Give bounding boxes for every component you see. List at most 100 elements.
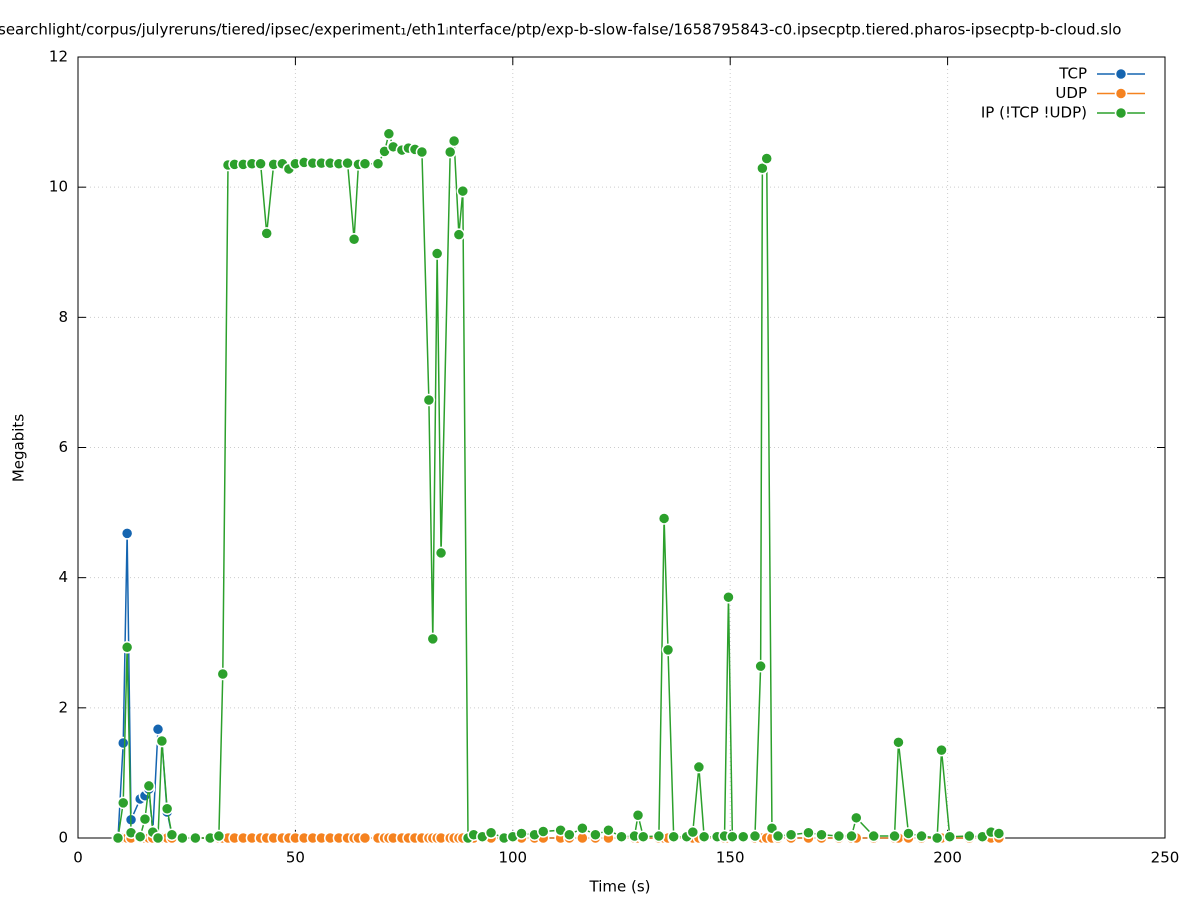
data-point <box>155 734 169 748</box>
x-tick-label: 250 <box>1151 849 1180 867</box>
x-tick-label: 50 <box>286 849 305 867</box>
data-point <box>963 829 976 843</box>
y-tick-label: 6 <box>58 438 68 456</box>
data-point <box>888 829 901 843</box>
data-point <box>382 127 396 141</box>
data-point <box>661 643 675 657</box>
data-point <box>652 829 666 843</box>
y-tick-label: 8 <box>58 308 68 326</box>
data-point <box>452 228 466 241</box>
data-point <box>850 811 863 825</box>
data-point <box>358 831 372 845</box>
data-point <box>536 825 550 838</box>
data-point <box>371 157 385 170</box>
data-point <box>784 828 798 841</box>
data-point <box>176 831 189 845</box>
y-tick-label: 4 <box>58 568 68 586</box>
data-point <box>165 828 179 841</box>
data-point <box>116 736 130 750</box>
data-point <box>430 247 444 260</box>
data-point <box>216 667 230 681</box>
data-point <box>484 826 498 840</box>
data-point <box>631 808 645 822</box>
x-axis-label: Time (s) <box>589 878 651 896</box>
data-point <box>697 830 711 843</box>
chart-title: searchlight/corpus/julyreruns/tiered/ips… <box>0 21 1121 39</box>
data-point <box>116 796 130 810</box>
data-point <box>722 590 735 604</box>
y-tick-label: 2 <box>58 698 68 716</box>
y-tick-label: 10 <box>49 178 68 196</box>
data-point <box>867 829 880 843</box>
data-point <box>133 830 147 843</box>
x-tick-label: 100 <box>498 849 527 867</box>
data-point <box>434 546 448 560</box>
data-point <box>120 641 134 654</box>
data-point <box>443 145 457 159</box>
data-point <box>602 823 615 837</box>
data-point <box>815 828 828 841</box>
legend-label: UDP <box>1055 84 1087 102</box>
data-point <box>426 632 440 646</box>
legend-marker <box>1114 87 1128 100</box>
data-point <box>576 821 589 835</box>
data-point <box>589 828 602 841</box>
data-point <box>189 831 202 845</box>
data-point <box>111 831 125 845</box>
data-point <box>151 831 165 845</box>
data-point <box>771 829 785 843</box>
data-point <box>657 512 671 525</box>
data-point <box>760 152 773 165</box>
data-point <box>748 829 762 843</box>
data-point <box>415 145 429 159</box>
legend-label: IP (!TCP !UDP) <box>981 104 1087 122</box>
data-point <box>802 826 815 840</box>
data-point <box>142 779 156 793</box>
plot-frame <box>77 56 1166 839</box>
data-point <box>845 829 858 843</box>
legend-marker <box>1114 67 1128 81</box>
x-tick-label: 200 <box>933 849 962 867</box>
y-axis-label: Megabits <box>10 414 28 482</box>
data-point <box>358 157 372 170</box>
data-point <box>120 527 134 540</box>
data-point <box>151 723 165 736</box>
data-point <box>943 830 957 843</box>
data-point <box>515 827 528 840</box>
series-line <box>117 533 999 839</box>
y-tick-label: 12 <box>49 48 68 66</box>
data-point <box>667 830 680 843</box>
x-tick-label: 0 <box>73 849 83 867</box>
data-point <box>726 830 739 843</box>
y-tick-label: 0 <box>58 829 68 847</box>
data-point <box>138 812 152 826</box>
data-point <box>447 134 461 148</box>
data-point <box>563 828 576 841</box>
series-line <box>117 131 1000 840</box>
data-point <box>341 156 354 170</box>
data-point <box>636 830 650 843</box>
data-point <box>935 743 948 757</box>
data-point <box>212 829 226 843</box>
data-point <box>892 736 905 749</box>
data-point <box>254 157 267 170</box>
data-point <box>422 393 436 407</box>
data-point <box>754 659 767 673</box>
data-point <box>686 825 700 839</box>
data-point <box>456 184 470 198</box>
legend-label: TCP <box>1058 65 1087 83</box>
data-point <box>692 760 706 774</box>
legend-marker <box>1114 106 1128 120</box>
data-point <box>930 831 944 845</box>
data-point <box>347 232 361 246</box>
data-point <box>260 227 273 240</box>
data-point <box>160 802 174 815</box>
x-tick-label: 150 <box>716 849 745 867</box>
data-point <box>902 827 915 840</box>
data-point <box>832 829 846 843</box>
data-point <box>615 830 628 843</box>
data-point <box>992 827 1006 840</box>
data-point <box>736 830 750 843</box>
data-point <box>915 829 928 843</box>
